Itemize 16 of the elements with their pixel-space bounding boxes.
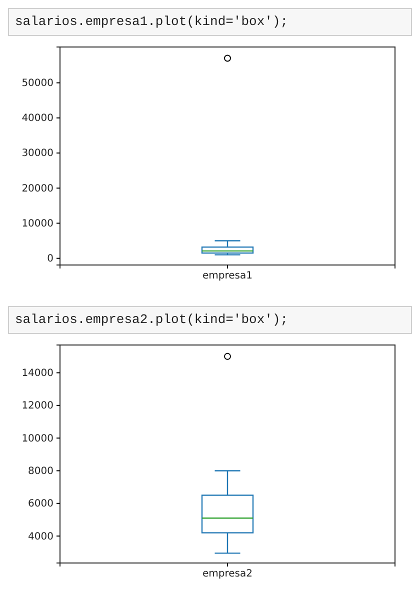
- y-tick-label: 10000: [22, 218, 54, 230]
- x-tick-label: empresa1: [202, 270, 252, 282]
- y-tick-label: 20000: [22, 183, 54, 194]
- y-tick-label: 40000: [22, 113, 54, 124]
- y-tick-label: 0: [47, 254, 54, 265]
- y-tick-label: 4000: [28, 531, 54, 542]
- y-tick-label: 8000: [28, 466, 54, 477]
- y-tick-label: 12000: [22, 400, 54, 412]
- y-tick-label: 50000: [22, 78, 54, 90]
- y-tick-label: 6000: [28, 498, 54, 510]
- text: salarios.empresa1.plot(kind='box');: [8, 8, 412, 36]
- y-tick-label: 30000: [22, 148, 54, 160]
- y-tick-label: 10000: [22, 433, 54, 444]
- y-tick-label: 14000: [22, 368, 54, 379]
- x-tick-label: empresa2: [202, 568, 252, 580]
- text: salarios.empresa2.plot(kind='box');: [8, 306, 412, 334]
